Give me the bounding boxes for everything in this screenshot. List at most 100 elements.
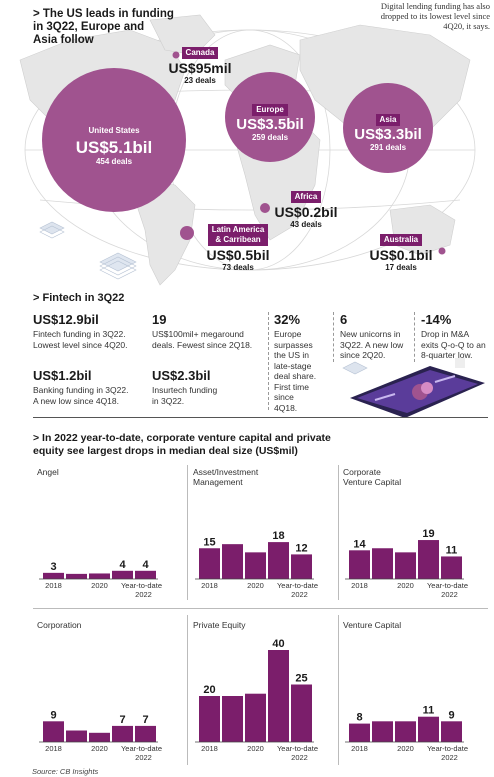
bar (199, 696, 220, 742)
stat-unicorns: 6 New unicorns in 3Q22. A new low since … (340, 312, 418, 361)
x-tick-label: 2018 (351, 744, 368, 753)
stat-line: 8-quarter low. (421, 350, 473, 360)
panel-title: Corporation (37, 620, 81, 630)
panel-title-line: Venture Capital (343, 620, 402, 630)
europe-name: Europe (252, 104, 288, 116)
stat-line: late-stage (274, 360, 312, 371)
latam-bubble (180, 226, 194, 240)
canada-bubble (172, 51, 180, 59)
world-map-svg (19, 14, 476, 286)
panel-title-line: Corporation (37, 620, 82, 630)
section-divider (33, 417, 488, 418)
canada-amount: US$95mil (168, 60, 232, 76)
panel-divider (187, 615, 188, 765)
africa-name: Africa (290, 191, 322, 203)
headline-line-1: > The US leads in funding (33, 8, 174, 20)
bar (441, 721, 462, 742)
bar (199, 548, 220, 579)
phone-illustration (335, 358, 490, 423)
x-tick-label: 2022 (135, 753, 152, 762)
bar-value-label: 4 (142, 559, 149, 571)
x-tick-label: 2020 (247, 581, 264, 590)
region-bubbles (42, 51, 446, 255)
x-tick-label: 2018 (351, 581, 368, 590)
x-tick-label: Year-to-date (121, 581, 162, 590)
bar-value-label: 9 (50, 709, 56, 721)
australia-name: Australia (379, 234, 423, 246)
headline-line-3: Asia follow (33, 34, 94, 46)
x-tick-label: 2018 (201, 581, 218, 590)
africa-label: Africa US$0.2bil 43 deals (266, 186, 346, 230)
bar (268, 650, 289, 742)
stat-divider (268, 312, 269, 410)
stat-line: Drop in M&A (421, 329, 470, 339)
europe-label: Europe US$3.5bil 259 deals (230, 99, 310, 143)
stat-value: 19 (152, 312, 167, 327)
stat-insurtech: US$2.3bil Insurtech funding in 3Q22. (152, 368, 267, 406)
stat-line: deal share. (274, 371, 317, 381)
bar-value-label: 25 (295, 673, 307, 685)
x-tick-label: Year-to-date (427, 744, 468, 753)
canada-deals: 23 deals (184, 76, 216, 85)
x-tick-label: 2018 (45, 581, 62, 590)
stat-value: 6 (340, 312, 348, 327)
stat-line: deals. Fewest since 2Q18. (152, 339, 253, 350)
stat-value: US$2.3bil (152, 368, 211, 383)
corner-note: Digital lending funding has also dropped… (300, 1, 490, 31)
panel-divider (338, 465, 339, 600)
africa-bubble (260, 203, 270, 213)
bar-value-label: 4 (119, 559, 126, 571)
panel-title: Venture Capital (343, 620, 401, 630)
bar-value-label: 11 (446, 544, 458, 556)
headline-line-2: in 3Q22, Europe and (33, 21, 145, 33)
panel-title: Angel (37, 467, 59, 477)
stat-line: surpasses (274, 339, 313, 350)
stat-value: US$1.2bil (33, 368, 92, 383)
bar (245, 552, 266, 579)
x-tick-label: 2020 (91, 581, 108, 590)
headline: > The US leads in funding in 3Q22, Europ… (33, 8, 174, 47)
canada-name: Canada (181, 47, 219, 59)
cvc-title-line-2: equity see largest drops in median deal … (33, 444, 298, 457)
x-tick-label: 2022 (291, 753, 308, 762)
africa-amount: US$0.2bil (274, 204, 338, 220)
x-tick-label: 2022 (291, 590, 308, 599)
bar (135, 725, 156, 742)
asia-label: Asia US$3.3bil 291 deals (348, 109, 428, 153)
x-tick-label: 2020 (397, 581, 414, 590)
bar (112, 725, 133, 742)
chart-panel-angel: Angel 3 4 4 2018 2020 Year-to-date 2022 (37, 467, 187, 602)
us-label: United States US$5.1bil 454 deals (64, 120, 164, 167)
stat-line: since (274, 392, 294, 402)
stat-line: Lowest level since 4Q20. (33, 339, 128, 350)
panel-title: Asset/Investment Management (193, 467, 258, 487)
bar-value-label: 15 (203, 536, 215, 548)
panel-divider (338, 615, 339, 765)
bar-value-label: 12 (295, 542, 307, 554)
x-tick-label: Year-to-date (121, 744, 162, 753)
chart-panel-venture-capital: Venture Capital 8 11 9 2018 2020 Year-to-date… (343, 620, 493, 765)
source-note: Source: CB Insights (32, 767, 99, 776)
bar (291, 554, 312, 579)
panel-title: Private Equity (193, 620, 245, 630)
us-name: United States (88, 126, 140, 135)
bar (43, 572, 64, 579)
bar-value-label: 20 (203, 684, 215, 696)
x-tick-label: 2020 (397, 744, 414, 753)
us-bubble (42, 68, 186, 212)
bar-value-label: 7 (119, 714, 125, 726)
stat-line: Europe (274, 329, 302, 339)
bar (418, 716, 439, 742)
bar-value-label: 11 (423, 705, 435, 717)
stat-megarounds: 19 US$100mil+ megaround deals. Fewest si… (152, 312, 267, 350)
us-amount: US$5.1bil (75, 138, 153, 157)
stat-line: First time (274, 381, 309, 392)
stat-divider (333, 312, 334, 362)
bar-value-label: 3 (50, 561, 56, 573)
australia-bubble (438, 247, 446, 255)
panel-title-line: Angel (37, 467, 59, 477)
bar (222, 696, 243, 742)
